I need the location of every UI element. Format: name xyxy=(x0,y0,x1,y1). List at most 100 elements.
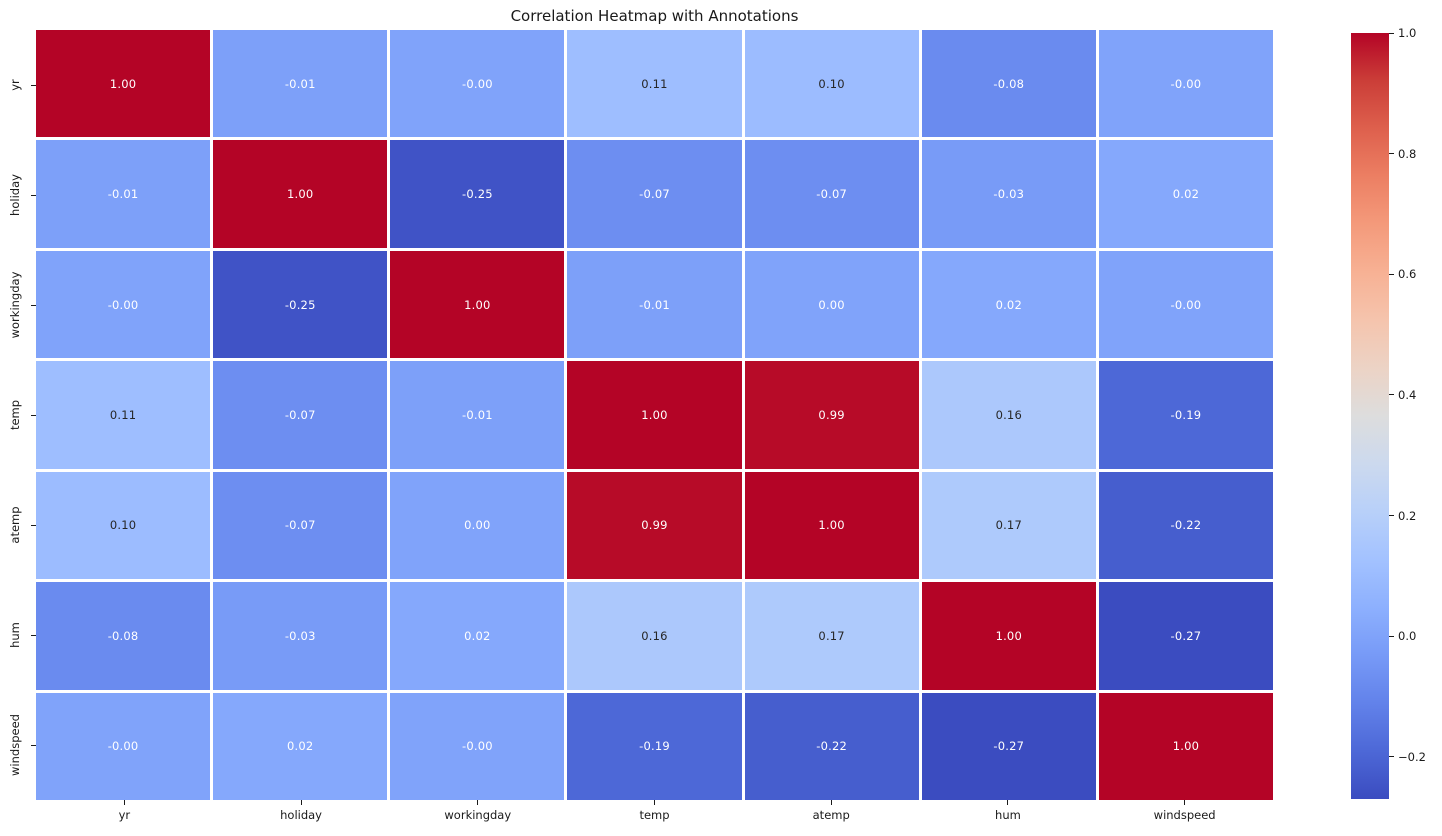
heatmap-grid: 1.00 -0.01 -0.00 0.11 0.10 -0.08 -0.00 -0.01 1.0… xyxy=(36,30,1273,800)
heatmap-cell: 0.99 xyxy=(744,361,919,469)
cell-annotation: 0.99 xyxy=(818,407,845,422)
y-tick-label: yr xyxy=(8,79,22,91)
heatmap-cell: -0.07 xyxy=(744,140,919,248)
colorbar-tick-label: 0.2 xyxy=(1398,508,1417,523)
x-tick-mark xyxy=(477,800,479,805)
colorbar-tick-label: −0.2 xyxy=(1398,749,1426,764)
y-tick-label: hum xyxy=(8,622,22,648)
heatmap-cell: 0.10 xyxy=(744,30,919,138)
heatmap-cell: 1.00 xyxy=(1098,692,1273,800)
cell-annotation: -0.22 xyxy=(1170,518,1202,533)
heatmap-cell: -0.07 xyxy=(567,140,742,248)
chart-title: Correlation Heatmap with Annotations xyxy=(510,7,799,25)
cell-annotation: -0.03 xyxy=(993,187,1025,202)
cell-annotation: -0.00 xyxy=(1170,297,1202,312)
cell-annotation: 0.00 xyxy=(464,518,491,533)
heatmap-cell: 0.17 xyxy=(921,471,1096,580)
heatmap-cell: -0.01 xyxy=(567,250,742,359)
heatmap-cell: -0.07 xyxy=(213,471,388,580)
cell-annotation: 0.99 xyxy=(641,518,668,533)
colorbar xyxy=(1351,33,1389,799)
heatmap-cell: -0.19 xyxy=(567,692,742,800)
heatmap-cell: -0.00 xyxy=(1098,250,1273,359)
heatmap-cell: -0.08 xyxy=(36,582,211,690)
y-tick-mark xyxy=(31,84,36,86)
y-tick-label: windspeed xyxy=(8,714,22,776)
colorbar-tick-mark xyxy=(1389,394,1394,396)
heatmap-cell: 0.99 xyxy=(567,471,742,580)
cell-annotation: -0.07 xyxy=(816,187,848,202)
y-tick-mark xyxy=(31,414,36,416)
cell-annotation: -0.08 xyxy=(993,76,1025,91)
cell-annotation: 0.02 xyxy=(464,628,491,643)
heatmap-cell: -0.03 xyxy=(213,582,388,690)
cell-annotation: -0.01 xyxy=(107,187,139,202)
heatmap-cell: 1.00 xyxy=(744,471,919,580)
cell-annotation: -0.01 xyxy=(461,407,493,422)
x-tick-label: yr xyxy=(118,808,131,822)
cell-annotation: -0.19 xyxy=(639,739,670,754)
cell-annotation: -0.03 xyxy=(284,628,316,643)
heatmap-cell: -0.25 xyxy=(390,140,565,248)
colorbar-tick-mark xyxy=(1389,515,1394,517)
x-tick-mark xyxy=(830,800,832,805)
heatmap-cell: 0.16 xyxy=(567,582,742,690)
cell-annotation: -0.07 xyxy=(639,187,670,202)
y-tick-label: workingday xyxy=(8,271,22,339)
x-tick-label: hum xyxy=(995,808,1021,822)
heatmap-cell: -0.27 xyxy=(1098,582,1273,690)
colorbar-tick-label: 0.0 xyxy=(1398,629,1417,644)
colorbar-tick-label: 0.6 xyxy=(1398,267,1417,282)
y-tick-mark xyxy=(31,304,36,306)
colorbar-tick-mark xyxy=(1389,273,1394,275)
heatmap-cell: 0.00 xyxy=(744,250,919,359)
heatmap-cell: 1.00 xyxy=(390,250,565,359)
heatmap-cell: -0.00 xyxy=(390,30,565,138)
cell-annotation: -0.08 xyxy=(107,628,139,643)
heatmap-cell: -0.08 xyxy=(921,30,1096,138)
colorbar-tick-label: 0.4 xyxy=(1398,387,1417,402)
cell-annotation: 0.02 xyxy=(287,739,314,754)
cell-annotation: 0.00 xyxy=(818,297,845,312)
cell-annotation: 0.11 xyxy=(109,407,137,422)
y-tick-mark xyxy=(31,194,36,196)
cell-annotation: -0.01 xyxy=(639,297,670,312)
cell-annotation: -0.27 xyxy=(993,739,1025,754)
y-tick-label: atemp xyxy=(8,506,22,544)
heatmap-cell: 0.02 xyxy=(390,582,565,690)
x-tick-mark xyxy=(1184,800,1186,805)
cell-annotation: 0.17 xyxy=(995,518,1022,533)
heatmap-cell: 1.00 xyxy=(921,582,1096,690)
colorbar-tick-mark xyxy=(1389,153,1394,155)
cell-annotation: 0.17 xyxy=(818,628,845,643)
heatmap-cell: -0.00 xyxy=(1098,30,1273,138)
heatmap-cell: 1.00 xyxy=(36,30,211,138)
heatmap-cell: 0.02 xyxy=(921,250,1096,359)
heatmap-cell: 0.02 xyxy=(1098,140,1273,248)
y-tick-mark xyxy=(31,524,36,526)
heatmap-cell: -0.01 xyxy=(213,30,388,138)
y-tick-label: holiday xyxy=(8,174,22,216)
colorbar-tick-label: 1.0 xyxy=(1398,26,1417,40)
cell-annotation: -0.00 xyxy=(1170,76,1202,91)
cell-annotation: 1.00 xyxy=(1172,739,1200,754)
x-tick-label: atemp xyxy=(812,808,850,822)
heatmap-cell: -0.25 xyxy=(213,250,388,359)
cell-annotation: 0.10 xyxy=(109,518,137,533)
heatmap-cell: 1.00 xyxy=(213,140,388,248)
heatmap-cell: -0.07 xyxy=(213,361,388,469)
cell-annotation: -0.00 xyxy=(461,739,493,754)
heatmap-cell: -0.19 xyxy=(1098,361,1273,469)
x-tick-mark xyxy=(300,800,302,805)
heatmap-cell: -0.03 xyxy=(921,140,1096,248)
cell-annotation: -0.00 xyxy=(107,297,139,312)
heatmap-cell: -0.00 xyxy=(36,250,211,359)
cell-annotation: 1.00 xyxy=(109,76,137,91)
colorbar-tick-label: 0.8 xyxy=(1398,146,1417,161)
x-tick-mark xyxy=(123,800,125,805)
cell-annotation: 1.00 xyxy=(464,297,491,312)
cell-annotation: -0.25 xyxy=(284,297,316,312)
heatmap-cell: -0.01 xyxy=(36,140,211,248)
heatmap-cell: -0.00 xyxy=(390,692,565,800)
